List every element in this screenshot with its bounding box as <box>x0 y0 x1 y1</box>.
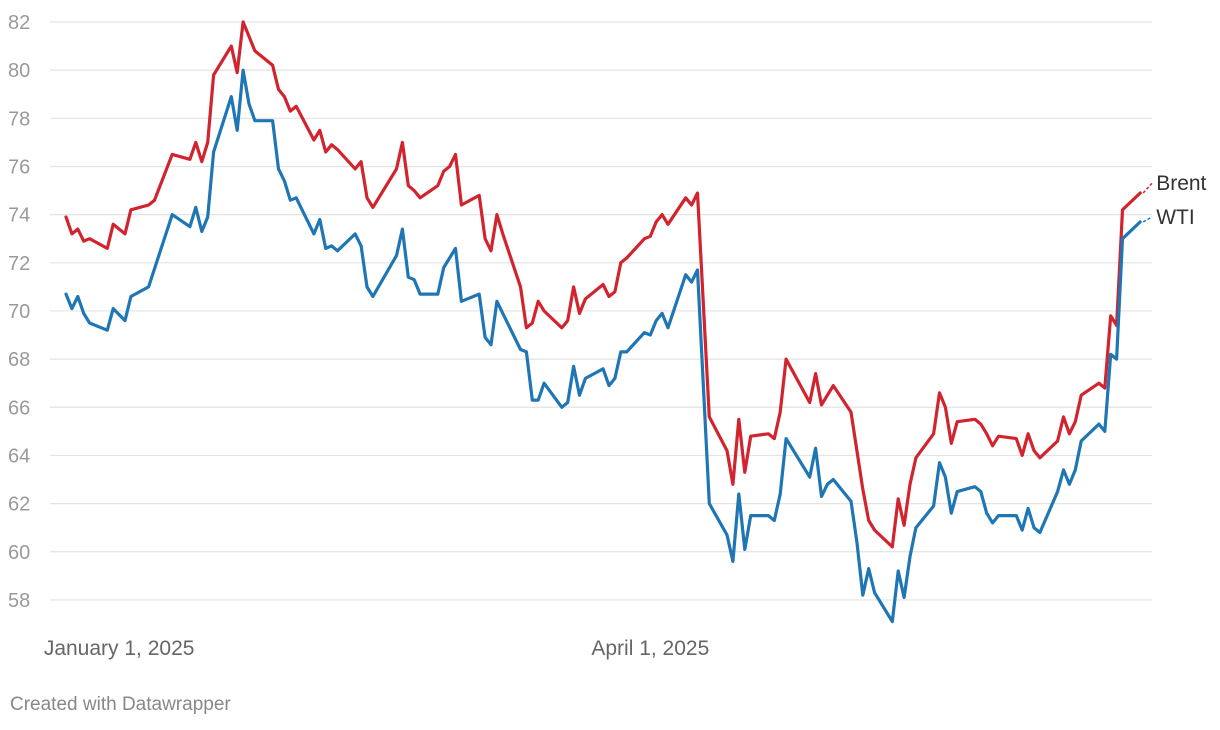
y-tick-label: 68 <box>8 349 30 371</box>
y-axis-tick-labels: 58 60 62 64 66 68 70 72 74 76 78 80 82 <box>8 12 30 612</box>
series-line-wti <box>64 68 1142 624</box>
series-lines <box>64 20 1142 624</box>
y-tick-label: 70 <box>8 301 30 323</box>
x-axis-tick-labels: January 1, 2025 April 1, 2025 <box>44 637 709 660</box>
label-connector <box>1142 182 1153 194</box>
y-tick-label: 76 <box>8 156 30 178</box>
y-tick-label: 66 <box>8 397 30 419</box>
y-tick-label: 78 <box>8 108 30 130</box>
series-label-wti: WTI <box>1156 206 1194 229</box>
y-tick-label: 72 <box>8 253 30 275</box>
y-tick-label: 64 <box>8 445 30 467</box>
y-tick-label: 58 <box>8 590 30 612</box>
x-tick-label: April 1, 2025 <box>591 637 709 660</box>
x-tick-label: January 1, 2025 <box>44 637 195 660</box>
series-line-brent <box>64 20 1142 549</box>
y-tick-label: 74 <box>8 205 30 227</box>
y-tick-label: 62 <box>8 494 30 516</box>
y-tick-label: 82 <box>8 12 30 34</box>
y-tick-label: 80 <box>8 60 30 82</box>
y-tick-label: 60 <box>8 542 30 564</box>
series-label-brent: Brent <box>1156 172 1206 195</box>
label-connector <box>1142 216 1153 223</box>
oil-price-line-chart: 58 60 62 64 66 68 70 72 74 76 78 80 82 January 1, 20… <box>8 12 1207 660</box>
datawrapper-credit: Created with Datawrapper <box>10 694 231 715</box>
end-labels: Brent WTI <box>1142 172 1207 229</box>
